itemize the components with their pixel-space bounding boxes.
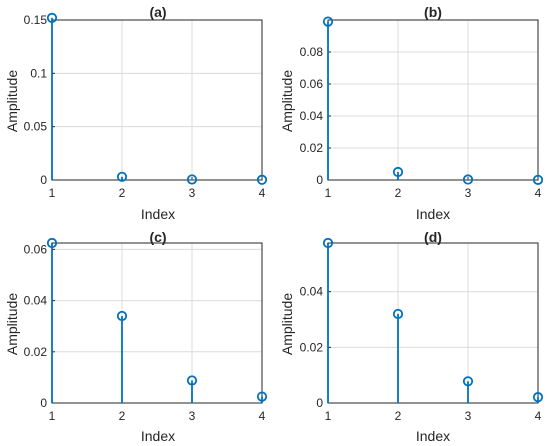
subplot-b-xtick-label: 1 [325, 186, 332, 200]
subplot-b-title: (b) [424, 4, 442, 20]
subplot-c-marker-3 [186, 375, 198, 386]
subplot-c-xlabel: Index [141, 428, 175, 444]
subplot-c-marker-4 [256, 391, 268, 402]
subplot-c-grid [51, 243, 263, 404]
subplot-a-xlabel: Index [141, 206, 175, 222]
subplot-c-axes-box [51, 242, 263, 404]
subplot-c-xtick-label: 1 [49, 409, 56, 423]
subplot-b-ytick-label: 0.08 [300, 45, 324, 59]
subplot-a-xtick-label: 2 [119, 186, 126, 200]
subplot-b-xlabel: Index [416, 206, 450, 222]
subplot-b-xtick-label: 3 [465, 186, 472, 200]
subplot-b-ytick-label: 0.06 [300, 77, 324, 91]
subplot-a-ytick-label: 0.05 [24, 120, 48, 134]
subplot-a-axes-box [51, 19, 263, 181]
subplot-c-xtick-label: 3 [189, 409, 196, 423]
subplot-c-xtick-label: 4 [259, 409, 266, 423]
subplot-d-ytick-label: 0.02 [300, 340, 324, 354]
subplot-d-ylabel: Amplitude [279, 293, 295, 355]
subplot-d-marker-4 [532, 392, 544, 403]
subplot-c-marker-1 [46, 237, 58, 249]
subplot-c-marker-2 [116, 310, 128, 322]
subplot-b-marker-1 [322, 16, 334, 27]
subplot-d-xtick-label: 3 [465, 409, 472, 423]
subplot-c-ytick-label: 0.02 [24, 345, 48, 359]
subplot-a-title: (a) [149, 4, 166, 20]
subplot-b-marker-4 [532, 174, 544, 185]
subplot-a-ylabel: Amplitude [4, 70, 20, 132]
subplot-d-xlabel: Index [416, 428, 450, 444]
subplot-a-ytick-label: 0.15 [24, 13, 48, 27]
subplot-d-xtick-label: 4 [535, 409, 542, 423]
subplot-b-ylabel: Amplitude [279, 70, 295, 132]
subplot-b-ytick-label: 0 [316, 173, 323, 187]
subplot-a-xtick-label: 3 [189, 186, 196, 200]
subplot-b-ytick-label: 0.02 [300, 141, 324, 155]
subplot-a-marker-1 [46, 12, 58, 23]
subplot-d-ytick-label: 0 [316, 396, 323, 410]
subplot-c-xtick-label: 2 [119, 409, 126, 423]
subplot-a-ytick-label: 0.1 [30, 66, 47, 80]
subplot-b-xtick-label: 2 [395, 186, 402, 200]
subplot-b: (b) Index Amplitude 1 2 3 4 0 0.02 0.04 0.06 0.0… [279, 4, 544, 222]
subplot-c-ytick-label: 0.04 [24, 294, 48, 308]
subplot-d-marker-2 [392, 308, 404, 320]
subplot-a-marker-4 [256, 174, 268, 185]
subplot-a: (a) Index Amplitude 1 2 3 4 0 0.05 0.1 0.15 [4, 4, 268, 222]
subplot-c-ylabel: Amplitude [4, 293, 20, 355]
subplot-c-ytick-label: 0 [40, 396, 47, 410]
subplot-b-xtick-label: 4 [535, 186, 542, 200]
subplot-b-marker-3 [462, 174, 474, 185]
subplot-c-title: (c) [149, 229, 166, 245]
subplot-d: (d) Index Amplitude 1 2 3 4 0 0.02 0.04 [279, 229, 544, 444]
subplot-b-marker-2 [392, 166, 404, 178]
subplot-a-xtick-label: 1 [49, 186, 56, 200]
subplot-b-axes-box [327, 19, 539, 181]
subplot-c-ytick-label: 0.06 [24, 242, 48, 256]
subplot-d-grid [327, 243, 539, 404]
subplot-d-axes-box [327, 242, 539, 404]
subplot-b-grid [327, 20, 539, 181]
subplot-d-marker-3 [462, 376, 474, 387]
subplot-a-marker-2 [116, 171, 128, 182]
subplot-a-marker-3 [186, 174, 198, 185]
subplot-b-ytick-label: 0.04 [300, 109, 324, 123]
subplot-a-ytick-label: 0 [40, 173, 47, 187]
subplot-a-grid [51, 19, 263, 181]
subplot-d-xtick-label: 2 [395, 409, 402, 423]
subplot-d-marker-1 [322, 237, 334, 249]
subplot-a-xtick-label: 4 [259, 186, 266, 200]
subplot-d-ytick-label: 0.04 [300, 285, 324, 299]
subplot-d-xtick-label: 1 [325, 409, 332, 423]
subplot-d-title: (d) [424, 229, 442, 245]
subplot-c: (c) Index Amplitude 1 2 3 4 0 0.02 0.04 0.06 [4, 229, 268, 444]
